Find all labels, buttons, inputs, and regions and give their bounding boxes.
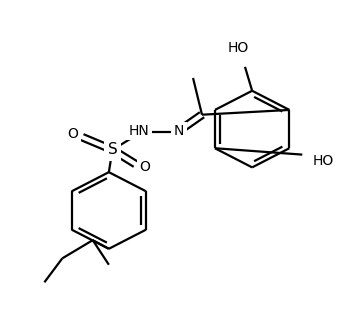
- Text: HN: HN: [129, 124, 150, 138]
- Text: S: S: [108, 142, 117, 157]
- Text: HO: HO: [313, 154, 334, 168]
- Text: O: O: [68, 127, 78, 141]
- Text: O: O: [139, 160, 150, 175]
- Text: HO: HO: [227, 41, 248, 55]
- Text: N: N: [174, 124, 184, 138]
